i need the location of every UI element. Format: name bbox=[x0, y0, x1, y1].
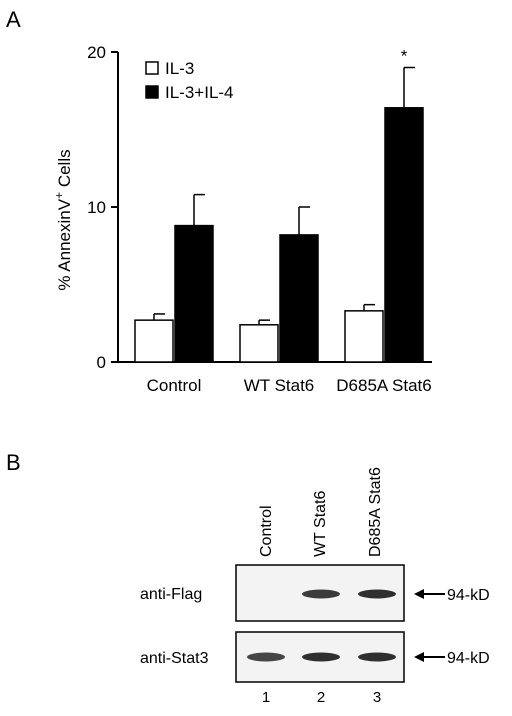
bar bbox=[174, 224, 214, 363]
panel-a-letter: A bbox=[6, 7, 21, 32]
legend-swatch-il3 bbox=[145, 61, 159, 75]
arrow-head-icon bbox=[414, 589, 424, 599]
lane-header-control: Control bbox=[258, 505, 275, 557]
bands-anti-stat3 bbox=[247, 652, 396, 662]
lane-number-1: 1 bbox=[262, 689, 270, 706]
legend-label-il3-il4: IL-3+IL-4 bbox=[165, 83, 234, 102]
marker-label-anti-stat3: 94-kD bbox=[447, 650, 490, 667]
y-tick-label: 20 bbox=[87, 43, 106, 62]
marker-label-anti-flag: 94-kD bbox=[447, 587, 490, 604]
y-tick-label: 0 bbox=[97, 353, 106, 372]
y-axis-label-sup: + bbox=[52, 192, 66, 199]
legend-swatch-il3-il4 bbox=[145, 85, 159, 99]
marker-arrow-anti-flag bbox=[414, 589, 445, 599]
bar bbox=[134, 319, 174, 363]
blot-band bbox=[302, 652, 340, 662]
blot-band bbox=[358, 589, 396, 599]
significance-mark: * bbox=[401, 47, 408, 66]
blot-band bbox=[358, 652, 396, 662]
y-axis-label-tail: Cells bbox=[55, 149, 74, 192]
x-tick-label: WT Stat6 bbox=[244, 376, 315, 395]
y-axis-label: % AnnexinV+ Cells bbox=[52, 149, 74, 290]
panel-b-letter: B bbox=[6, 450, 21, 475]
lane-header-d685a-stat6: D685A Stat6 bbox=[367, 467, 384, 557]
marker-arrow-anti-stat3 bbox=[414, 652, 445, 662]
x-tick-label: D685A Stat6 bbox=[336, 376, 431, 395]
legend-label-il3: IL-3 bbox=[165, 59, 194, 78]
blot-band bbox=[247, 652, 285, 662]
legend: IL-3 IL-3+IL-4 bbox=[145, 59, 234, 102]
lane-number-2: 2 bbox=[317, 689, 325, 706]
x-tick-label: Control bbox=[147, 376, 202, 395]
bands-anti-flag bbox=[302, 589, 396, 599]
blot-label-anti-stat3: anti-Stat3 bbox=[140, 650, 209, 667]
y-axis-label-main: % AnnexinV bbox=[55, 198, 74, 290]
lane-number-3: 3 bbox=[373, 689, 381, 706]
bar bbox=[279, 234, 319, 363]
bar bbox=[344, 310, 384, 363]
bar-chart: 0 10 20 Control WT Stat6 D685A Stat6 * bbox=[87, 43, 432, 395]
blot-label-anti-flag: anti-Flag bbox=[140, 586, 202, 603]
lane-header-wt-stat6: WT Stat6 bbox=[312, 491, 329, 557]
y-tick-label: 10 bbox=[87, 198, 106, 217]
blot-band bbox=[302, 589, 340, 599]
bar bbox=[384, 107, 424, 363]
arrow-head-icon bbox=[414, 652, 424, 662]
bar bbox=[239, 324, 279, 363]
